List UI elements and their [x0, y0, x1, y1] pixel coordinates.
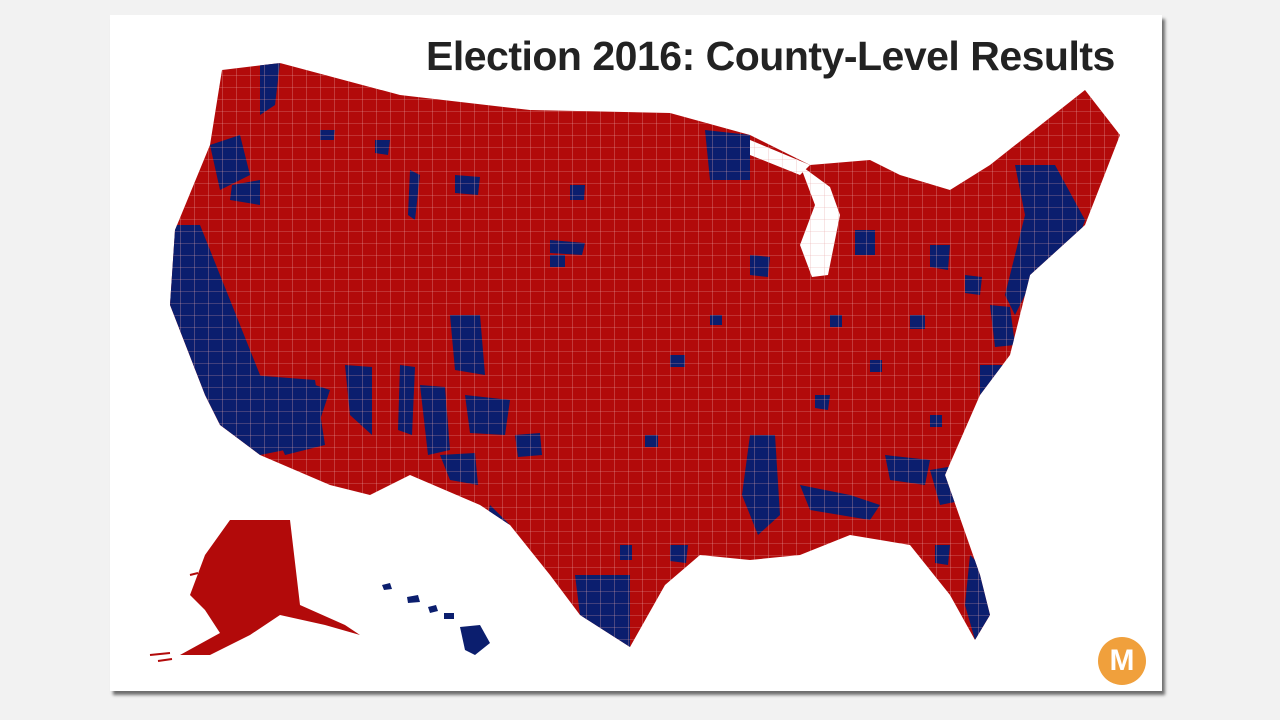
alaska: [149, 520, 360, 662]
hawaii: [382, 583, 490, 655]
brand-logo-letter: M: [1109, 644, 1135, 677]
alaska-shape: [180, 520, 360, 655]
page-title: Election 2016: County-Level Results: [426, 33, 1115, 79]
contiguous-us: [170, 63, 1120, 647]
map-slide: Election 2016: County-Level Results M: [110, 15, 1162, 691]
county-results-map: [149, 63, 1120, 662]
alaska-islands: [149, 572, 199, 662]
brand-logo-icon: M: [1098, 637, 1146, 685]
